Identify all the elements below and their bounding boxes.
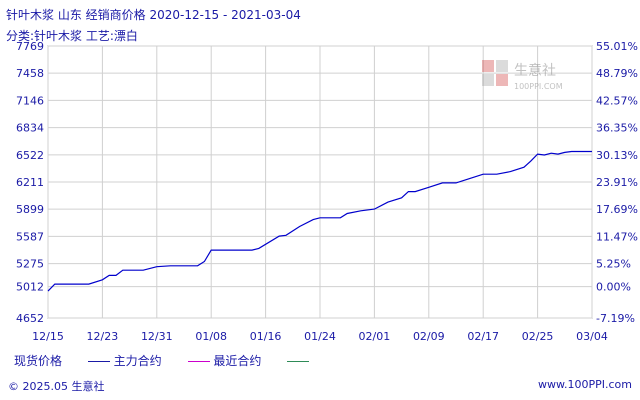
series-line-0 <box>47 150 592 292</box>
y-tick-label-right: 42.57% <box>596 94 638 107</box>
x-tick-label: 02/09 <box>413 330 445 343</box>
chart-subtitle: 分类:针叶木浆 工艺:漂白 <box>6 29 138 43</box>
footer-copyright: © 2025.05 生意社 <box>8 380 105 393</box>
x-tick-label: 01/16 <box>250 330 282 343</box>
y-tick-label-left: 7458 <box>16 67 44 80</box>
y-tick-label-left: 4652 <box>16 312 44 325</box>
y-tick-label-left: 5587 <box>16 230 44 243</box>
x-tick-label: 01/24 <box>304 330 336 343</box>
y-tick-label-right: 30.13% <box>596 149 638 162</box>
y-tick-label-right: 55.01% <box>596 40 638 53</box>
y-tick-label-left: 7146 <box>16 94 44 107</box>
legend-text-main: 主力合约 <box>113 354 162 368</box>
y-tick-label-right: 5.25% <box>596 258 631 271</box>
chart-legend: 现货价格 主力合约 最近合约 <box>14 352 325 369</box>
footer-url[interactable]: www.100PPI.com <box>538 378 632 391</box>
x-tick-label: 02/25 <box>522 330 554 343</box>
x-tick-label: 12/31 <box>141 330 173 343</box>
x-tick-label: 03/04 <box>576 330 608 343</box>
legend-label: 现货价格 <box>14 354 63 368</box>
legend-item-main: 主力合约 <box>82 352 162 369</box>
y-tick-label-left: 6211 <box>16 176 44 189</box>
y-tick-label-right: -7.19% <box>596 312 635 325</box>
y-tick-label-left: 6522 <box>16 149 44 162</box>
y-tick-label-left: 5275 <box>16 258 44 271</box>
x-tick-label: 02/17 <box>467 330 499 343</box>
y-tick-label-right: 48.79% <box>596 67 638 80</box>
x-tick-label: 12/23 <box>87 330 119 343</box>
y-tick-label-left: 5899 <box>16 203 44 216</box>
x-tick-label: 01/08 <box>195 330 227 343</box>
watermark-name: 生意社 <box>514 62 556 79</box>
legend-swatch-main <box>87 361 110 362</box>
y-tick-label-left: 7769 <box>16 40 44 53</box>
y-tick-label-right: 0.00% <box>596 281 631 294</box>
legend-item-third <box>281 354 310 368</box>
x-tick-label: 02/01 <box>359 330 391 343</box>
y-tick-label-right: 23.91% <box>596 176 638 189</box>
y-tick-label-right: 11.47% <box>596 230 638 243</box>
watermark-url: 100PPI.COM <box>514 82 563 91</box>
y-tick-label-right: 17.69% <box>596 203 638 216</box>
y-tick-label-right: 36.35% <box>596 122 638 135</box>
watermark-logo: 生意社 100PPI.COM <box>482 60 563 91</box>
legend-swatch-recent <box>187 361 210 362</box>
legend-text-recent: 最近合约 <box>213 354 262 368</box>
chart-title: 针叶木浆 山东 经销商价格 2020-12-15 - 2021-03-04 <box>6 8 301 22</box>
y-tick-label-left: 6834 <box>16 122 44 135</box>
x-tick-label: 12/15 <box>32 330 64 343</box>
legend-swatch-third <box>287 361 310 362</box>
legend-item-recent: 最近合约 <box>182 352 262 369</box>
y-tick-label-left: 5012 <box>16 281 44 294</box>
